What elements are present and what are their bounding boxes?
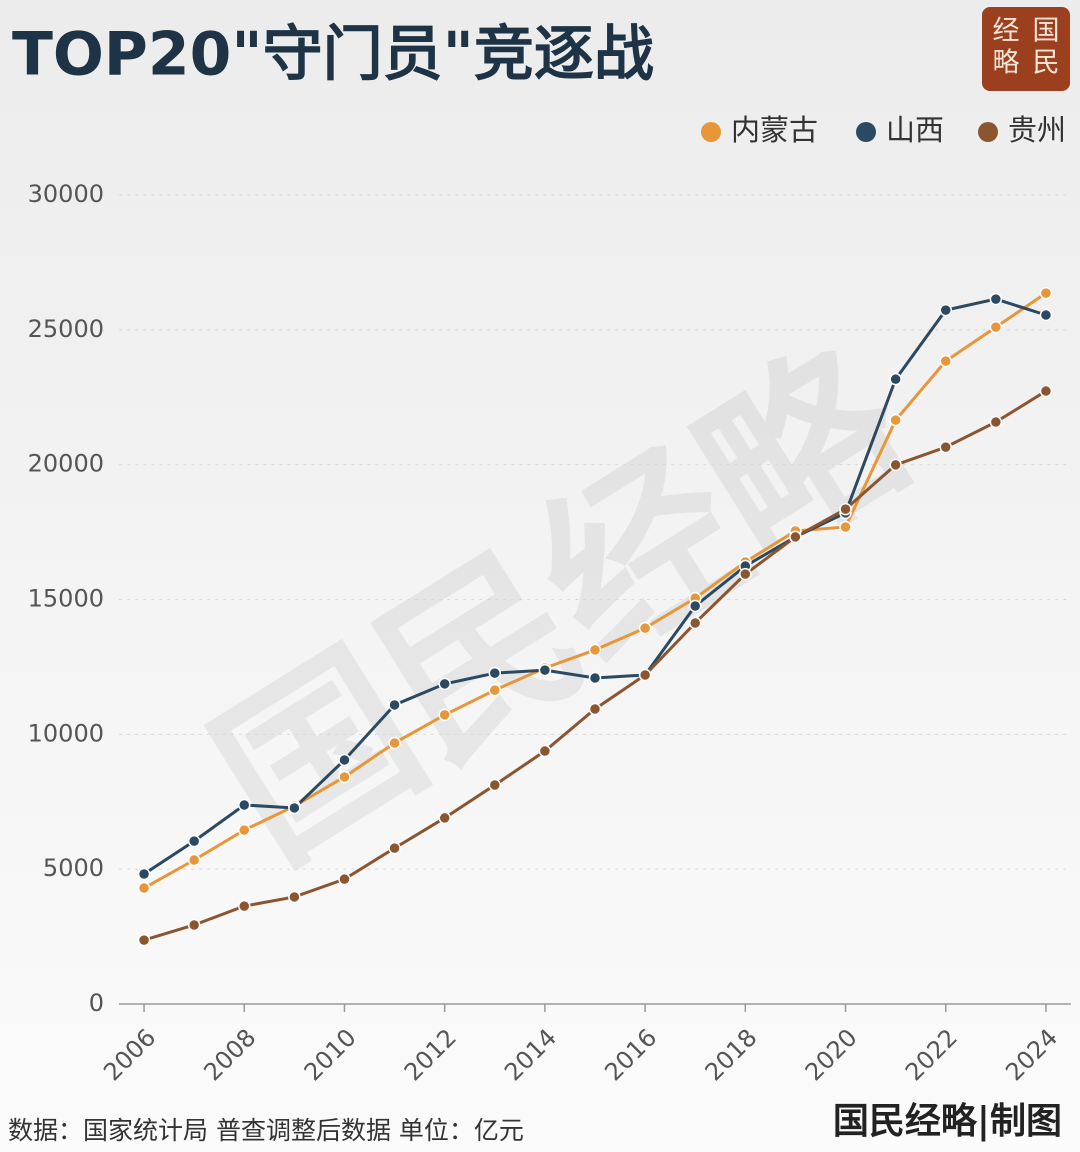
data-point <box>137 933 151 947</box>
data-point <box>388 841 401 855</box>
data-point <box>238 823 251 837</box>
data-point <box>187 834 201 848</box>
credit: 国民经略|制图 <box>833 1100 1062 1142</box>
data-point <box>939 303 952 317</box>
legend-label: 内蒙古 <box>731 113 818 147</box>
data-point <box>939 440 952 454</box>
data-point <box>1039 286 1053 300</box>
chart-title: TOP20"守门员"竞逐战 <box>12 20 654 90</box>
logo-char: 经 <box>993 16 1020 47</box>
data-point <box>839 502 852 516</box>
logo-char: 国 <box>1033 16 1060 47</box>
legend-marker <box>978 122 998 142</box>
y-tick-label: 5000 <box>43 854 104 882</box>
data-point <box>238 798 251 812</box>
data-point <box>889 413 902 427</box>
data-point <box>739 567 752 581</box>
data-point <box>438 811 451 825</box>
data-point <box>238 899 251 913</box>
data-point <box>137 867 151 881</box>
data-point <box>187 853 201 867</box>
logo <box>982 7 1070 91</box>
data-point <box>538 663 552 677</box>
data-point <box>789 530 802 544</box>
data-point <box>638 668 652 682</box>
data-point <box>137 881 151 895</box>
data-point <box>338 770 351 784</box>
data-point <box>839 520 852 534</box>
data-point <box>688 599 702 613</box>
data-point <box>388 736 401 750</box>
logo-char: 略 <box>993 48 1020 79</box>
data-point <box>688 616 702 630</box>
data-point <box>989 415 1003 429</box>
data-point <box>889 458 902 472</box>
y-tick-label: 25000 <box>28 315 104 343</box>
data-point <box>538 744 552 758</box>
data-point <box>438 677 451 691</box>
logo-char: 民 <box>1033 48 1060 79</box>
data-point <box>438 708 451 722</box>
legend-marker <box>856 122 876 142</box>
source-note: 数据：国家统计局 普查调整后数据 单位：亿元 <box>8 1116 524 1145</box>
data-point <box>1039 308 1053 322</box>
y-tick-label: 20000 <box>28 450 104 478</box>
data-point <box>638 621 652 635</box>
data-point <box>1039 384 1053 398</box>
data-point <box>989 292 1003 306</box>
data-point <box>488 778 502 792</box>
data-point <box>939 354 952 368</box>
data-point <box>989 320 1003 334</box>
legend-label: 山西 <box>886 113 944 147</box>
y-tick-label: 0 <box>89 989 104 1017</box>
data-point <box>588 643 602 657</box>
data-point <box>488 666 502 680</box>
data-point <box>288 890 301 904</box>
y-tick-label: 15000 <box>28 585 104 613</box>
data-point <box>288 801 301 815</box>
legend-label: 贵州 <box>1008 113 1066 147</box>
data-point <box>488 683 502 697</box>
legend-marker <box>701 122 721 142</box>
data-point <box>338 753 351 767</box>
data-point <box>187 918 201 932</box>
y-tick-label: 10000 <box>28 719 104 747</box>
data-point <box>889 372 902 386</box>
y-tick-label: 30000 <box>28 180 104 208</box>
data-point <box>388 698 401 712</box>
data-point <box>338 872 351 886</box>
data-point <box>588 671 602 685</box>
data-point <box>588 702 602 716</box>
